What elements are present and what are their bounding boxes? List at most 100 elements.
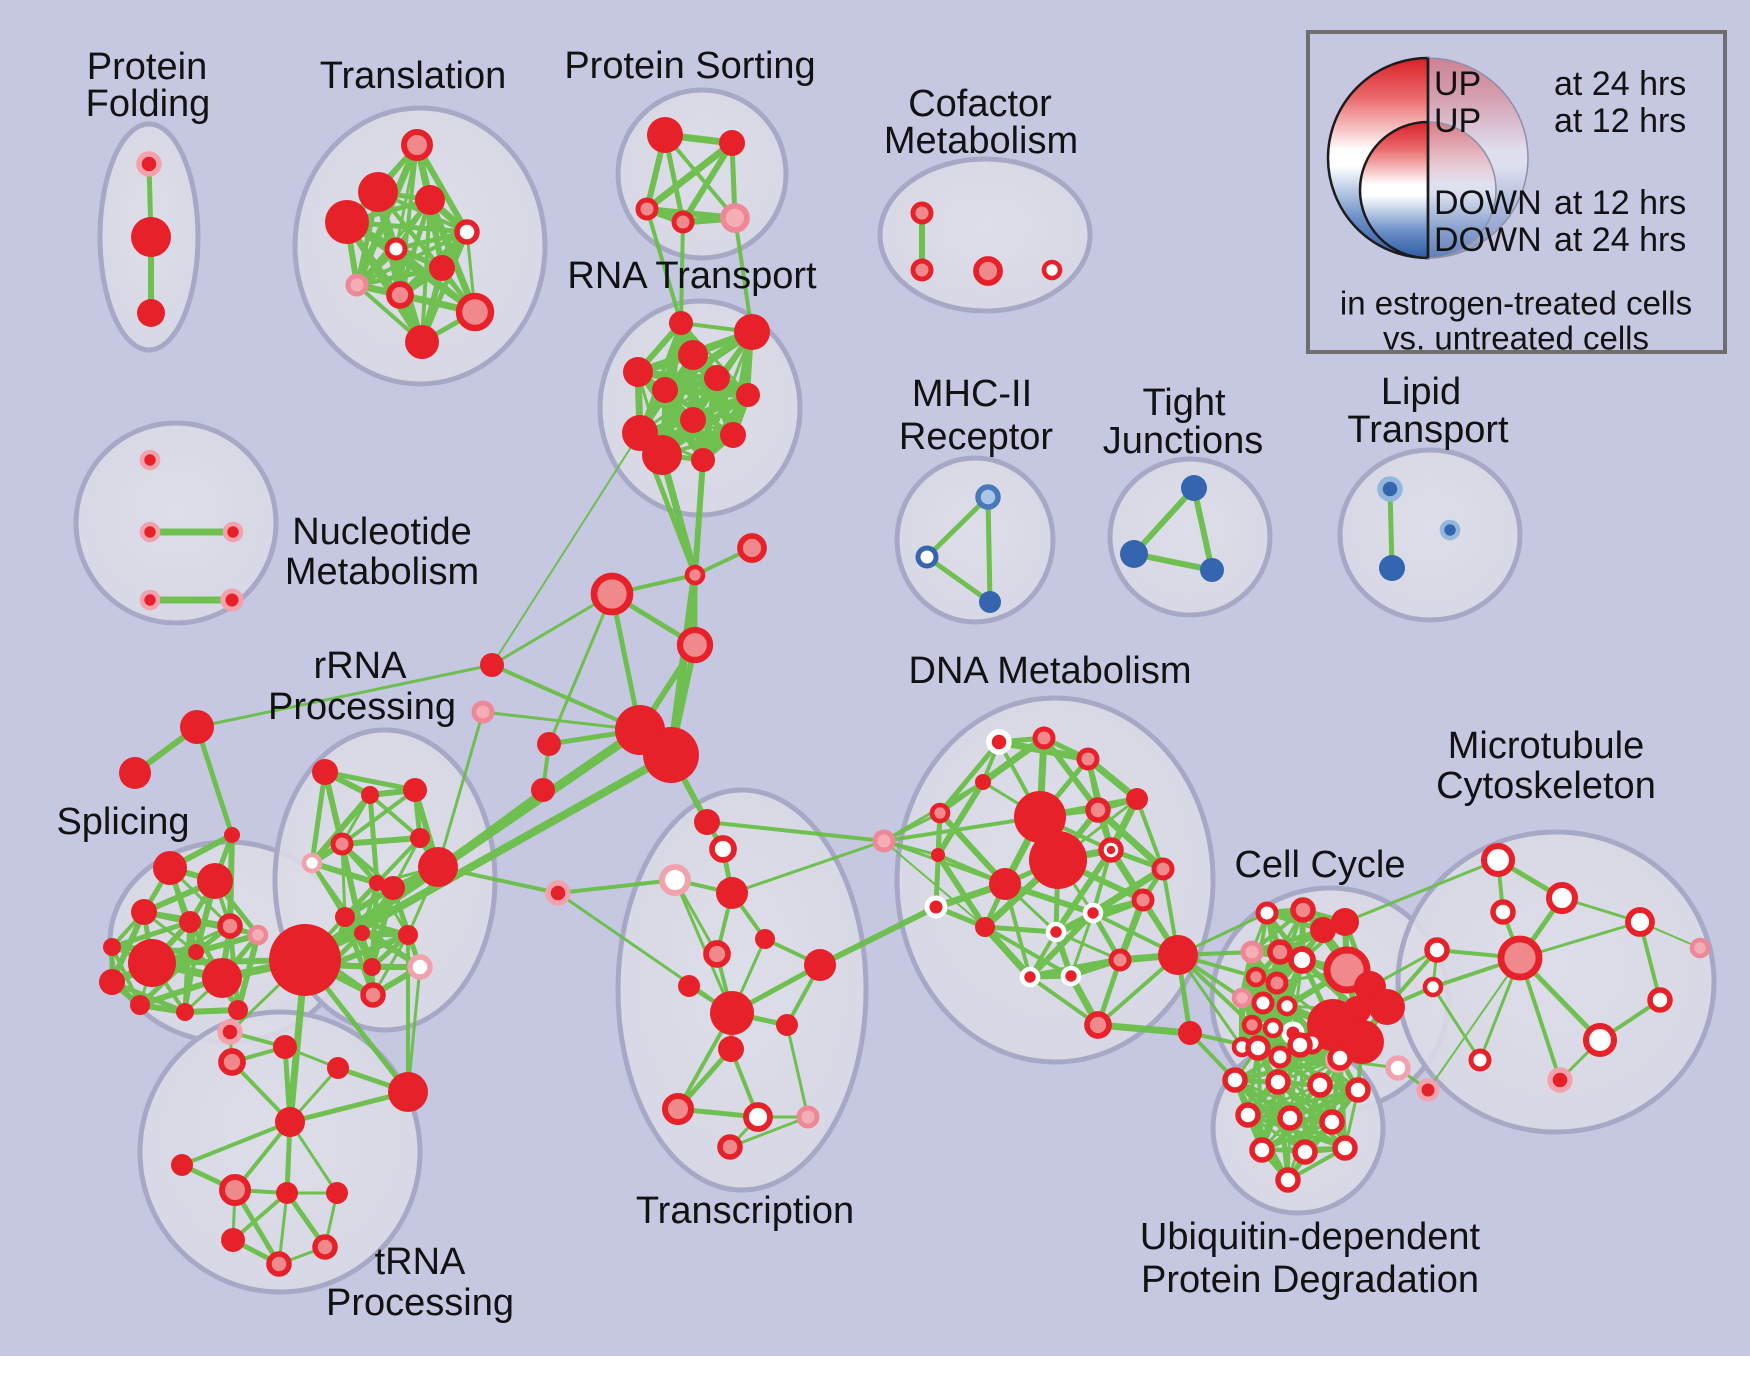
node-tn4[interactable] (219, 1174, 251, 1206)
node-nm3[interactable] (139, 589, 161, 611)
node-rr2[interactable] (403, 778, 427, 802)
node-mc4[interactable] (1424, 937, 1450, 963)
node-mc0[interactable] (1480, 842, 1516, 878)
node-sp11[interactable] (202, 958, 242, 998)
node-sp4[interactable] (217, 913, 243, 939)
node-cc8[interactable] (1265, 971, 1289, 995)
node-lf1[interactable] (531, 778, 555, 802)
node-tn6[interactable] (326, 1182, 348, 1204)
node-ccl2[interactable] (1178, 1021, 1202, 1045)
node-sp12[interactable] (247, 924, 269, 946)
node-rr0[interactable] (312, 759, 338, 785)
node-ub1[interactable] (1287, 1032, 1313, 1058)
node-rr11[interactable] (398, 925, 418, 945)
node-rr4[interactable] (410, 828, 430, 848)
node-tx5[interactable] (703, 940, 731, 968)
node-dm0[interactable] (986, 729, 1012, 755)
node-x1[interactable] (737, 533, 767, 563)
node-ps3[interactable] (671, 210, 695, 234)
node-tj1[interactable] (1120, 540, 1148, 568)
node-ub3[interactable] (1222, 1067, 1248, 1093)
node-nm4[interactable] (220, 588, 244, 612)
node-rt5[interactable] (704, 365, 730, 391)
node-cn1[interactable] (471, 700, 495, 724)
node-cc1[interactable] (1290, 897, 1316, 923)
node-txb[interactable] (717, 1134, 743, 1160)
node-tr3[interactable] (325, 200, 369, 244)
node-dm11[interactable] (1082, 902, 1104, 924)
node-rt9[interactable] (642, 435, 682, 475)
node-tr8[interactable] (386, 281, 414, 309)
node-pf0[interactable] (136, 151, 162, 177)
node-spbig[interactable] (128, 939, 176, 987)
node-dm10[interactable] (1131, 888, 1155, 912)
node-ub2[interactable] (1327, 1045, 1353, 1071)
node-tr9[interactable] (455, 292, 495, 332)
node-tx3[interactable] (716, 877, 748, 909)
node-cc7[interactable] (1245, 966, 1267, 988)
node-ub10[interactable] (1249, 1137, 1275, 1163)
node-mc11[interactable] (1689, 937, 1711, 959)
node-dm13[interactable] (975, 917, 995, 937)
node-x2[interactable] (590, 572, 634, 616)
node-ub5[interactable] (1307, 1072, 1333, 1098)
node-tna[interactable] (218, 1048, 246, 1076)
node-rr8[interactable] (381, 876, 405, 900)
node-cc4[interactable] (1240, 940, 1264, 964)
node-rr10[interactable] (354, 925, 370, 941)
node-ub13[interactable] (1275, 1167, 1301, 1193)
node-dmC[interactable] (989, 868, 1021, 900)
node-x0[interactable] (684, 564, 706, 586)
node-tj0[interactable] (1181, 475, 1207, 501)
node-rr13[interactable] (363, 958, 381, 976)
node-rr14[interactable] (407, 954, 433, 980)
node-tx4[interactable] (755, 929, 775, 949)
node-dm1[interactable] (1032, 726, 1056, 750)
node-spt0[interactable] (180, 710, 214, 744)
node-cc19[interactable] (1262, 1017, 1284, 1039)
node-pf2[interactable] (137, 299, 165, 327)
node-sp3[interactable] (179, 911, 201, 933)
node-dm2[interactable] (1076, 747, 1100, 771)
node-pf1[interactable] (131, 217, 171, 257)
node-tr0[interactable] (401, 129, 433, 161)
node-cc6[interactable] (1288, 946, 1316, 974)
node-rr5[interactable] (330, 832, 354, 856)
node-tr6[interactable] (429, 255, 455, 281)
node-lp0[interactable] (1377, 476, 1403, 502)
node-cm0[interactable] (910, 201, 934, 225)
node-tr10[interactable] (405, 325, 439, 359)
node-rt6[interactable] (736, 383, 760, 407)
node-tx6[interactable] (804, 949, 836, 981)
node-cc3[interactable] (1331, 908, 1359, 936)
node-mc9[interactable] (1547, 1067, 1573, 1093)
node-rr6[interactable] (301, 852, 323, 874)
node-tnb[interactable] (273, 1035, 297, 1059)
node-cc0[interactable] (1255, 901, 1279, 925)
node-jd0[interactable] (872, 829, 896, 853)
node-rr9[interactable] (335, 907, 355, 927)
node-cc2[interactable] (1310, 917, 1336, 943)
node-sp9[interactable] (176, 1003, 194, 1021)
node-tn5[interactable] (276, 1182, 298, 1204)
node-dm15[interactable] (1060, 965, 1082, 987)
node-rt8[interactable] (680, 407, 706, 433)
node-tnc[interactable] (327, 1057, 349, 1079)
node-dm4[interactable] (1126, 788, 1148, 810)
node-mc7[interactable] (1582, 1022, 1618, 1058)
node-rr3[interactable] (418, 847, 458, 887)
node-tx12[interactable] (743, 1102, 773, 1132)
node-mc3[interactable] (1497, 935, 1543, 981)
node-mh0[interactable] (975, 484, 1001, 510)
node-nm1[interactable] (139, 521, 161, 543)
node-cc14[interactable] (1369, 989, 1405, 1025)
node-rt4[interactable] (652, 377, 678, 403)
node-dm12[interactable] (1045, 921, 1067, 943)
node-dm6[interactable] (929, 802, 951, 824)
node-cc9[interactable] (1231, 987, 1253, 1009)
node-tx13[interactable] (796, 1105, 820, 1129)
node-tnhub[interactable] (275, 1107, 305, 1137)
node-ubp0[interactable] (1385, 1055, 1411, 1081)
node-rrhub[interactable] (269, 924, 341, 996)
node-lp1[interactable] (1379, 555, 1405, 581)
